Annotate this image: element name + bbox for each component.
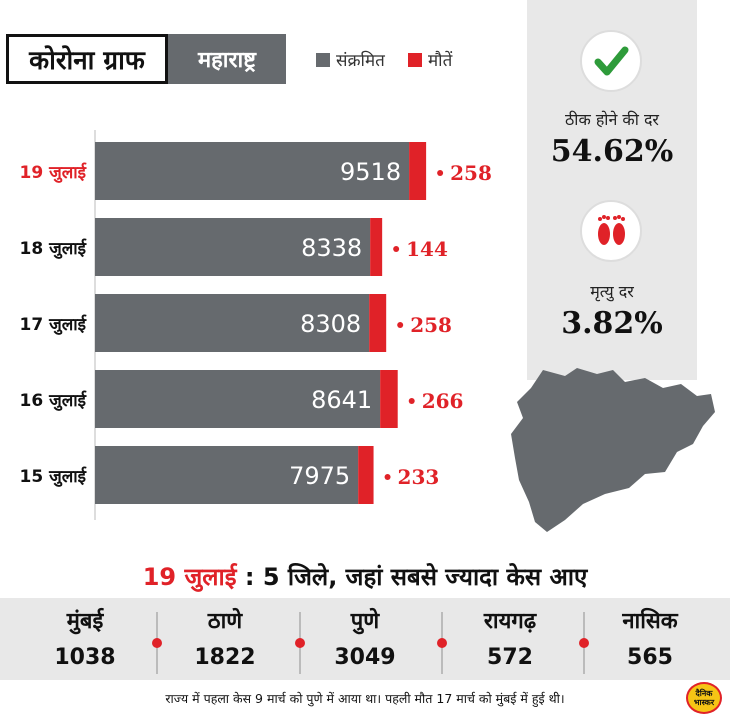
bar-deaths: [409, 142, 427, 200]
district-item: ठाणे 1822: [165, 605, 285, 670]
headline-text: : 5 जिले, जहां सबसे ज्यादा केस आए: [244, 563, 588, 591]
infected-value-label: 7975: [289, 462, 350, 490]
chart-title: कोरोना ग्राफ: [6, 34, 168, 84]
legend-label-deaths: मौतें: [428, 51, 453, 71]
legend-item-infected: संक्रमित: [316, 48, 385, 71]
district-headline: 19 जुलाई : 5 जिले, जहां सबसे ज्यादा केस …: [0, 560, 730, 593]
death-dot: [384, 474, 391, 480]
recovery-rate-value: 54.62%: [550, 134, 674, 169]
district-separator: [579, 612, 589, 674]
district-item: रायगढ़ 572: [450, 605, 570, 670]
district-cases: 1822: [194, 645, 256, 670]
category-label: 18 जुलाई: [20, 238, 87, 259]
chart-title-text: कोरोना ग्राफ: [29, 46, 145, 76]
district-strip: [0, 598, 730, 680]
legend-swatch-deaths: [408, 52, 422, 67]
infected-value-label: 9518: [340, 158, 401, 186]
district-item: मुंबई 1038: [25, 605, 145, 670]
publisher-logo-text: दैनिक भास्कर: [693, 689, 715, 707]
headline-date: 19 जुलाई: [142, 563, 237, 591]
bar-deaths: [370, 218, 383, 276]
state-label-text: महाराष्ट्र: [197, 48, 257, 73]
state-map-icon: [511, 368, 715, 532]
bar-infected: [95, 142, 410, 200]
category-label: 15 जुलाई: [20, 466, 87, 487]
district-item: पुणे 3049: [305, 605, 425, 670]
death-value-label: 258: [450, 161, 492, 185]
publisher-logo: दैनिक भास्कर: [686, 682, 722, 714]
bar-infected: [95, 218, 371, 276]
infected-value-label: 8338: [301, 234, 362, 262]
district-separator: [437, 612, 447, 674]
district-item: नासिक 565: [590, 605, 710, 670]
death-value-label: 266: [422, 389, 464, 413]
district-name: पुणे: [350, 609, 380, 634]
legend-label-infected: संक्रमित: [336, 51, 385, 71]
death-dot: [393, 246, 400, 252]
state-label: महाराष्ट्र: [168, 34, 286, 84]
district-separator: [152, 612, 162, 674]
check-icon: [580, 30, 642, 92]
death-rate-label: मृत्यु दर: [590, 282, 634, 301]
bar-chart: 19 जुलाई 9518 258 18 जुलाई 8338 144 17 जुलाई 83…: [20, 130, 492, 520]
legend-item-deaths: मौतें: [408, 48, 452, 71]
district-separator: [295, 612, 305, 674]
category-label: 19 जुलाई: [20, 162, 87, 183]
district-name: नासिक: [622, 609, 678, 634]
death-dot: [408, 398, 415, 404]
death-dot: [437, 170, 444, 176]
bar-deaths: [380, 370, 398, 428]
legend-swatch-infected: [316, 52, 330, 67]
death-value-label: 258: [410, 313, 452, 337]
death-value-label: 144: [406, 237, 448, 261]
district-cases: 572: [487, 645, 533, 670]
district-cases: 3049: [334, 645, 396, 670]
infected-value-label: 8308: [300, 310, 361, 338]
recovery-rate-label: ठीक होने की दर: [565, 110, 659, 129]
death-value-label: 233: [398, 465, 440, 489]
bar-infected: [95, 370, 381, 428]
death-dot: [397, 322, 404, 328]
district-cases: 1038: [54, 645, 116, 670]
death-rate-value: 3.82%: [561, 306, 663, 341]
bar-deaths: [369, 294, 387, 352]
bar-infected: [95, 294, 370, 352]
bar-deaths: [358, 446, 374, 504]
footprints-icon: [580, 200, 642, 262]
bar-infected: [95, 446, 359, 504]
district-cases: 565: [627, 645, 673, 670]
category-label: 16 जुलाई: [20, 390, 87, 411]
district-name: ठाणे: [207, 609, 243, 634]
district-name: रायगढ़: [483, 609, 537, 634]
infected-value-label: 8641: [311, 386, 372, 414]
footnote: राज्य में पहला केस 9 मार्च को पुणे में आ…: [165, 691, 565, 706]
category-label: 17 जुलाई: [20, 314, 87, 335]
district-name: मुंबई: [66, 609, 104, 634]
